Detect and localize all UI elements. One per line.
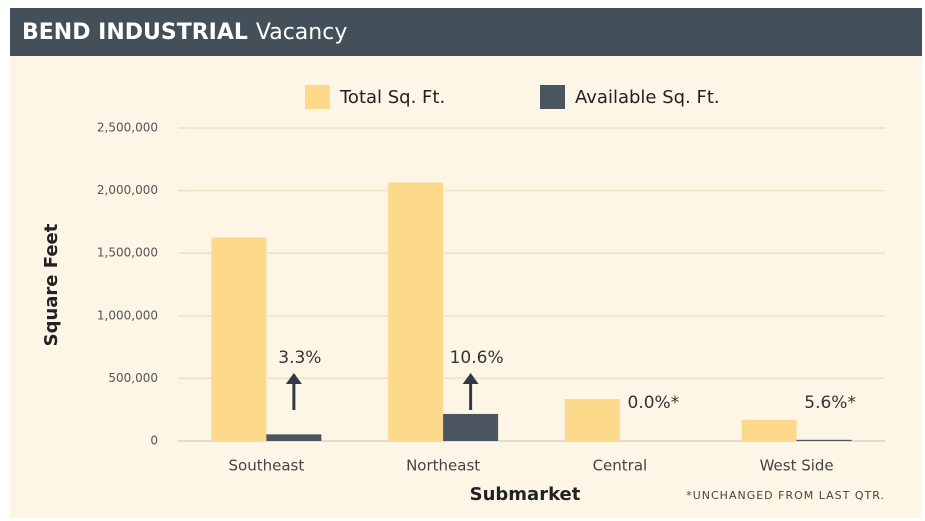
y-tick-label: 1,500,000 [97, 246, 158, 260]
y-tick-label: 500,000 [108, 371, 158, 385]
bar [741, 419, 797, 441]
header-title: BEND INDUSTRIAL [22, 20, 248, 45]
bar [443, 413, 499, 441]
legend-label: Available Sq. Ft. [575, 87, 720, 108]
bar [796, 439, 852, 441]
y-tick-label: 1,000,000 [97, 308, 158, 322]
y-tick-label: 2,000,000 [97, 183, 158, 197]
legend-swatch [305, 85, 330, 109]
legend-label: Total Sq. Ft. [339, 87, 445, 108]
x-tick-label: Central [593, 457, 648, 475]
arrow-head [285, 373, 302, 384]
x-tick-label: Southeast [229, 457, 305, 475]
x-tick-label: West Side [760, 457, 834, 475]
x-tick-label: Northeast [406, 457, 480, 475]
x-axis-label: Submarket [470, 484, 581, 505]
arrow-head [462, 373, 479, 384]
header: BEND INDUSTRIAL Vacancy [22, 20, 347, 45]
annotation: 10.6% [450, 348, 504, 368]
bar [211, 237, 267, 441]
y-tick-label: 0 [150, 434, 158, 448]
y-axis-label: Square Feet [41, 223, 62, 346]
bar [564, 399, 620, 441]
bar [388, 182, 444, 441]
bar [266, 434, 322, 441]
annotation: 0.0%* [628, 393, 680, 413]
annotation: 5.6%* [804, 393, 856, 413]
header-bar [10, 8, 922, 56]
annotation: 3.3% [278, 348, 321, 368]
header-subtitle: Vacancy [256, 20, 347, 45]
footnote: *UNCHANGED FROM LAST QTR. [686, 489, 885, 502]
y-tick-label: 2,500,000 [97, 121, 158, 135]
legend-swatch [540, 85, 565, 109]
